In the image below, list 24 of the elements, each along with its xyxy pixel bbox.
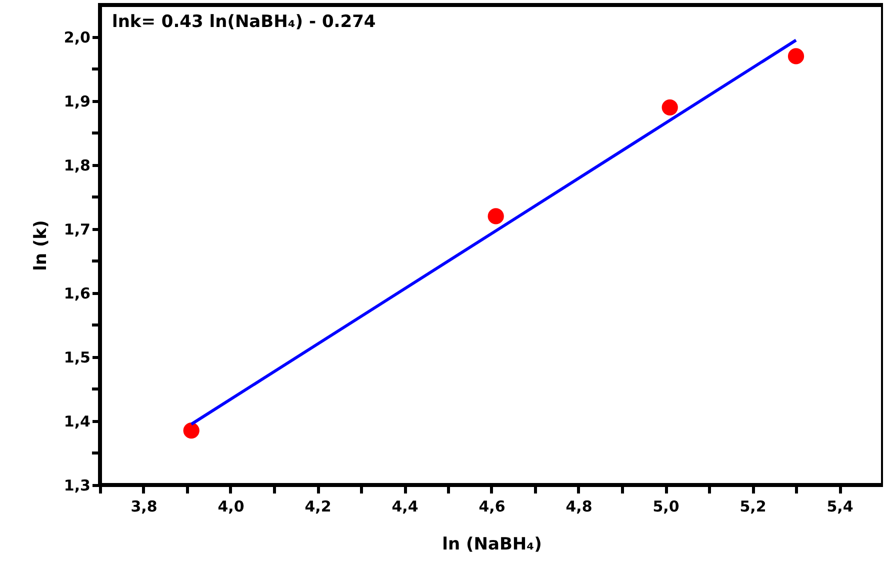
x-tick-label: 5,2 [740,498,766,516]
x-tick-label: 4,4 [392,498,418,516]
y-tick-label: 1,6 [64,284,90,302]
x-tick-label: 5,0 [652,498,680,516]
point [488,208,504,224]
annotation: lnk= 0.43 ln(NaBH₄) - 0.274 [112,12,376,32]
y-tick-label: 1,9 [64,92,90,110]
point [183,422,200,439]
point [662,99,678,116]
y-tick-label: 1,5 [64,348,90,366]
x-tick-label: 4,8 [566,498,592,516]
y-tick-label: 2,0 [64,28,90,46]
x-tick-label: 4,0 [218,498,244,516]
x-tick-label: 4,2 [304,498,332,516]
y-tick-label: 1,8 [64,156,90,174]
point [788,48,804,64]
x-tick-label: 3,8 [130,498,158,516]
y-tick-label: 1,4 [64,412,90,430]
x-tick-label: 4,6 [478,498,506,516]
x-tick-label: 5,4 [826,498,854,516]
y-tick-label: 1,7 [64,220,90,238]
y-axis-title: ln (k) [30,220,51,271]
x-axis-title: ln (NaBH₄) [442,534,542,554]
y-tick-label: 1,3 [64,476,90,494]
